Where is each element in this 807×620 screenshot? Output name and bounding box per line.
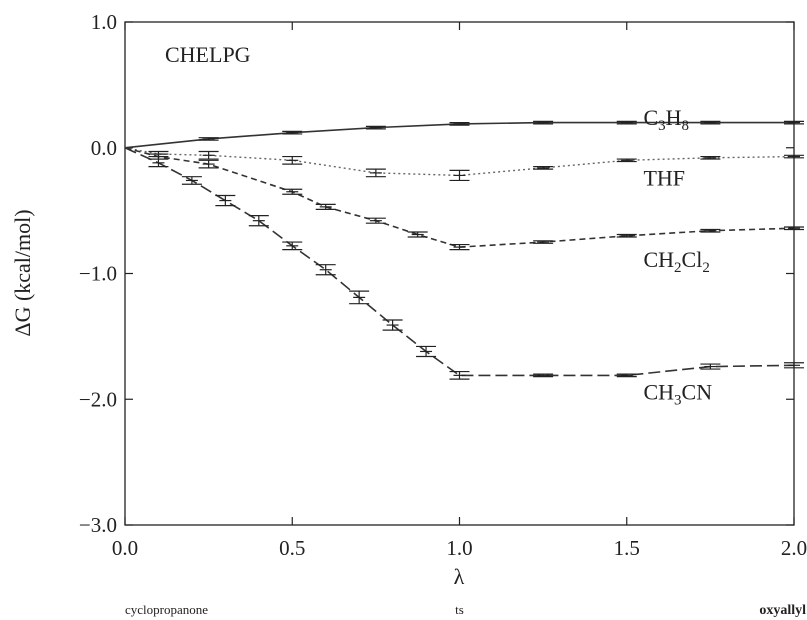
series-3: CH3CN — [124, 147, 804, 408]
error-bar — [365, 168, 386, 178]
y-tick-label: −2.0 — [79, 387, 117, 411]
error-bar — [700, 120, 721, 125]
y-tick-label: −1.0 — [79, 262, 117, 286]
state-label-cyclopropanone: cyclopropanone — [125, 602, 208, 617]
error-bar — [215, 194, 236, 207]
error-bar — [616, 233, 637, 238]
x-tick-label: 1.0 — [446, 536, 472, 560]
error-bar — [198, 159, 219, 169]
error-bar — [181, 176, 202, 185]
error-bar — [282, 241, 303, 251]
x-tick-label: 0.0 — [112, 536, 138, 560]
series-label: CH2Cl2 — [643, 247, 709, 276]
series-label: THF — [643, 165, 685, 190]
error-bar — [700, 155, 721, 160]
x-tick-label: 0.5 — [279, 536, 305, 560]
error-bar — [533, 373, 554, 378]
chart-annotation: CHELPG — [165, 42, 251, 67]
error-bar — [784, 226, 804, 231]
error-bar — [148, 158, 169, 168]
state-label-oxyallyl: oxyallyl — [759, 603, 806, 618]
y-tick-label: 0.0 — [91, 136, 117, 160]
series-label: C3H8 — [643, 105, 689, 134]
plot-frame — [124, 21, 795, 526]
error-bar — [282, 130, 303, 135]
error-bar — [416, 345, 437, 358]
error-bar — [616, 120, 637, 125]
x-tick-label: 1.5 — [614, 536, 640, 560]
error-bar — [282, 188, 303, 195]
error-bar — [365, 217, 386, 224]
error-bar — [315, 203, 336, 210]
series-line — [124, 147, 795, 177]
error-bar — [449, 169, 470, 182]
error-bar — [700, 363, 721, 370]
error-bar — [700, 228, 721, 233]
x-axis-label: λ — [454, 564, 465, 589]
error-bar — [282, 155, 303, 165]
error-bar — [198, 137, 219, 141]
state-labels: cyclopropanone ts oxyallyl — [125, 602, 806, 618]
series-line — [124, 147, 795, 248]
series-label: CH3CN — [643, 379, 712, 408]
axis-ticks: 0.0 0.5 1.0 1.5 2.0 1.0 0.0 −1.0 −2.0 −3.0 — [79, 10, 807, 560]
error-bar — [382, 319, 403, 331]
error-bar — [616, 158, 637, 163]
error-bar — [449, 121, 470, 126]
y-axis-label: ΔG (kcal/mol) — [10, 209, 35, 336]
series-2: CH2Cl2 — [124, 147, 804, 276]
error-bar — [533, 240, 554, 244]
error-bar — [248, 215, 269, 227]
series-layer: C3H8 THF CH2Cl2 CH3CN — [124, 105, 804, 408]
error-bar — [449, 370, 470, 380]
error-bar — [533, 120, 554, 125]
error-bar — [784, 120, 804, 125]
error-bar — [616, 373, 637, 378]
y-tick-label: 1.0 — [91, 10, 117, 34]
error-bar — [784, 362, 804, 369]
x-tick-label: 2.0 — [781, 536, 807, 560]
error-bar — [784, 154, 804, 159]
error-bar — [407, 231, 428, 238]
state-label-ts: ts — [455, 602, 464, 617]
series-0: C3H8 — [124, 105, 804, 149]
error-bar — [198, 150, 219, 160]
error-bar — [349, 290, 370, 305]
series-line — [124, 121, 794, 149]
y-tick-label: −3.0 — [79, 513, 117, 537]
error-bar — [315, 264, 336, 276]
error-bar — [365, 125, 386, 130]
error-bar — [533, 166, 554, 170]
error-bar — [449, 243, 470, 251]
series-1: THF — [124, 147, 804, 190]
